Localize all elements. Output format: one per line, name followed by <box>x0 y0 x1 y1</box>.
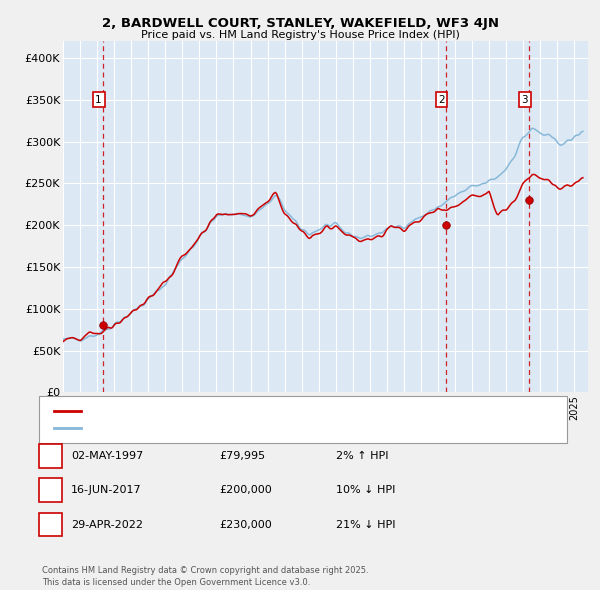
Text: 02-MAY-1997: 02-MAY-1997 <box>71 451 143 461</box>
Text: 2, BARDWELL COURT, STANLEY, WAKEFIELD, WF3 4JN: 2, BARDWELL COURT, STANLEY, WAKEFIELD, W… <box>101 17 499 30</box>
Text: HPI: Average price, detached house, Wakefield: HPI: Average price, detached house, Wake… <box>87 423 315 433</box>
Text: 1: 1 <box>95 95 102 105</box>
Text: 16-JUN-2017: 16-JUN-2017 <box>71 486 142 495</box>
Text: 2, BARDWELL COURT, STANLEY, WAKEFIELD, WF3 4JN (detached house): 2, BARDWELL COURT, STANLEY, WAKEFIELD, W… <box>87 406 438 416</box>
Text: 1: 1 <box>47 451 54 461</box>
Text: £79,995: £79,995 <box>219 451 265 461</box>
Text: 29-APR-2022: 29-APR-2022 <box>71 520 143 529</box>
Text: 2% ↑ HPI: 2% ↑ HPI <box>336 451 389 461</box>
Text: £200,000: £200,000 <box>219 486 272 495</box>
Text: 2: 2 <box>438 95 445 105</box>
Text: 3: 3 <box>47 520 54 529</box>
Text: 3: 3 <box>521 95 528 105</box>
Text: £230,000: £230,000 <box>219 520 272 529</box>
Text: 2: 2 <box>47 486 54 495</box>
Text: 10% ↓ HPI: 10% ↓ HPI <box>336 486 395 495</box>
Text: 21% ↓ HPI: 21% ↓ HPI <box>336 520 395 529</box>
Text: Contains HM Land Registry data © Crown copyright and database right 2025.
This d: Contains HM Land Registry data © Crown c… <box>42 566 368 587</box>
Text: Price paid vs. HM Land Registry's House Price Index (HPI): Price paid vs. HM Land Registry's House … <box>140 30 460 40</box>
